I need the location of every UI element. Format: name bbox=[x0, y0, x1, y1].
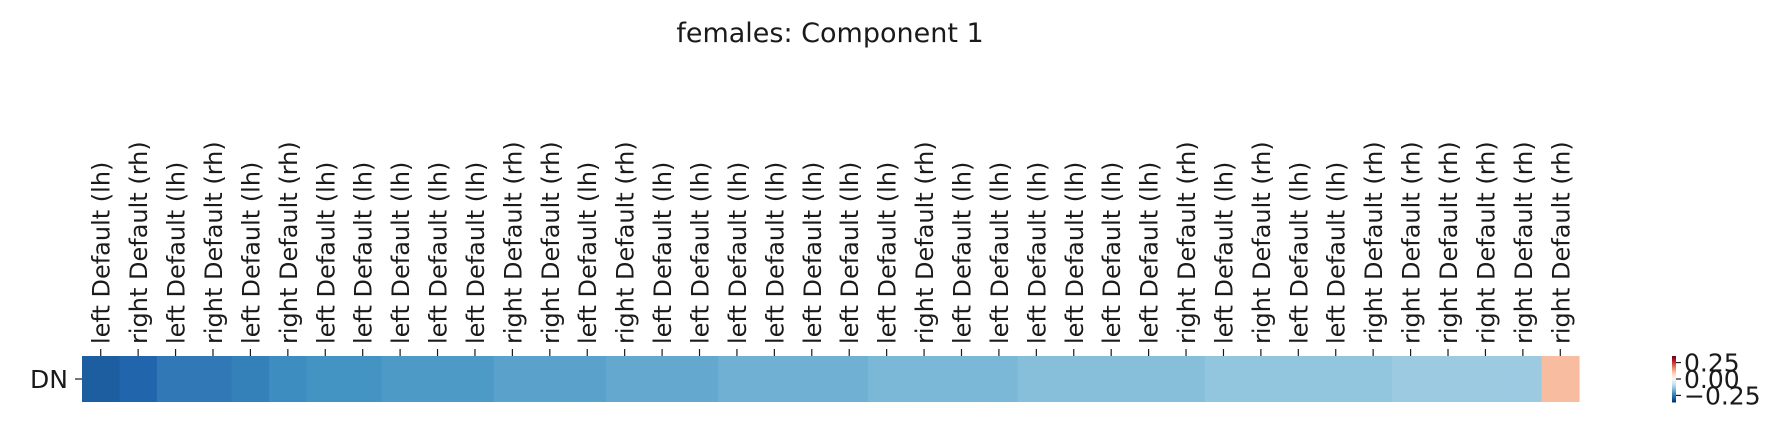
column-tick-label: right Default (rh) bbox=[1472, 141, 1500, 344]
heatmap-cell bbox=[1317, 356, 1356, 402]
column-tick-label: left Default (lh) bbox=[1285, 162, 1313, 344]
colorbar-tick-label: 0.00 bbox=[1684, 365, 1740, 394]
heatmap-cell bbox=[493, 356, 532, 402]
heatmap-cell bbox=[1242, 356, 1281, 402]
heatmap-cell bbox=[830, 356, 869, 402]
column-tick-label: left Default (lh) bbox=[1323, 162, 1351, 344]
column-tick-label: right Default (rh) bbox=[1173, 141, 1201, 344]
column-tick-label: left Default (lh) bbox=[237, 162, 265, 344]
column-tick-label: left Default (lh) bbox=[88, 162, 116, 344]
heatmap-cell bbox=[269, 356, 308, 402]
column-tick-label: left Default (lh) bbox=[724, 162, 752, 344]
heatmap-cell bbox=[568, 356, 607, 402]
column-tick-label: right Default (rh) bbox=[612, 141, 640, 344]
chart-title: females: Component 1 bbox=[676, 18, 983, 49]
heatmap-cell bbox=[381, 356, 420, 402]
column-tick-label: right Default (rh) bbox=[1547, 141, 1575, 344]
heatmap-cell bbox=[1466, 356, 1505, 402]
column-tick-label: left Default (lh) bbox=[874, 162, 902, 344]
heatmap-cell bbox=[1504, 356, 1543, 402]
column-tick-label: left Default (lh) bbox=[1210, 162, 1238, 344]
column-tick-label: left Default (lh) bbox=[425, 162, 453, 344]
heatmap-cell bbox=[119, 356, 158, 402]
column-tick-label: left Default (lh) bbox=[687, 162, 715, 344]
colorbar: 0.250.00−0.25 bbox=[1672, 349, 1761, 410]
heatmap-cell bbox=[306, 356, 345, 402]
heatmap-cell bbox=[1391, 356, 1430, 402]
heatmap-cell bbox=[605, 356, 644, 402]
heatmap-cell bbox=[231, 356, 270, 402]
heatmap-cell bbox=[1167, 356, 1206, 402]
heatmap-cell bbox=[643, 356, 682, 402]
heatmap-cell bbox=[343, 356, 382, 402]
column-tick-label: left Default (lh) bbox=[312, 162, 340, 344]
colorbar-tick-label: −0.25 bbox=[1684, 381, 1761, 410]
column-tick-label: right Default (rh) bbox=[537, 141, 565, 344]
colorbar-tick-label: 0.25 bbox=[1684, 349, 1740, 378]
column-tick-label: left Default (lh) bbox=[948, 162, 976, 344]
heatmap-cell bbox=[942, 356, 981, 402]
heatmap-cell bbox=[1204, 356, 1243, 402]
heatmap-cell bbox=[980, 356, 1019, 402]
column-tick-label: right Default (rh) bbox=[125, 141, 153, 344]
heatmap-cell bbox=[418, 356, 457, 402]
column-tick-label: left Default (lh) bbox=[1061, 162, 1089, 344]
column-tick-label: left Default (lh) bbox=[986, 162, 1014, 344]
heatmap-cell bbox=[755, 356, 794, 402]
column-tick-labels: left Default (lh) right Default (rh) left … bbox=[88, 141, 1575, 356]
heatmap-cell bbox=[793, 356, 832, 402]
column-tick-label: left Default (lh) bbox=[462, 162, 490, 344]
column-tick-label: left Default (lh) bbox=[836, 162, 864, 344]
heatmap-cell bbox=[82, 356, 121, 402]
column-tick-label: left Default (lh) bbox=[1136, 162, 1164, 344]
heatmap-cell bbox=[1092, 356, 1131, 402]
column-tick-label: left Default (lh) bbox=[799, 162, 827, 344]
column-tick-label: left Default (lh) bbox=[387, 162, 415, 344]
column-tick-label: right Default (rh) bbox=[1435, 141, 1463, 344]
column-tick-label: right Default (rh) bbox=[200, 141, 228, 344]
column-tick-label: left Default (lh) bbox=[649, 162, 677, 344]
column-tick-label: left Default (lh) bbox=[1023, 162, 1051, 344]
heatmap-cell bbox=[194, 356, 233, 402]
heatmap-cell bbox=[1354, 356, 1393, 402]
row-tick-labels: DN bbox=[30, 365, 82, 394]
heatmap-cell bbox=[718, 356, 757, 402]
heatmap-cell bbox=[680, 356, 719, 402]
column-tick-label: left Default (lh) bbox=[1098, 162, 1126, 344]
heatmap-cell bbox=[1055, 356, 1094, 402]
column-tick-label: left Default (lh) bbox=[350, 162, 378, 344]
column-tick-label: right Default (rh) bbox=[499, 141, 527, 344]
heatmap-cell bbox=[1541, 356, 1580, 402]
row-tick-label: DN bbox=[30, 365, 68, 394]
column-tick-label: right Default (rh) bbox=[1360, 141, 1388, 344]
column-tick-label: left Default (lh) bbox=[574, 162, 602, 344]
column-tick-label: right Default (rh) bbox=[1510, 141, 1538, 344]
column-tick-label: left Default (lh) bbox=[761, 162, 789, 344]
heatmap-cell bbox=[867, 356, 906, 402]
column-tick-label: right Default (rh) bbox=[911, 141, 939, 344]
column-tick-label: right Default (rh) bbox=[275, 141, 303, 344]
heatmap-cell bbox=[531, 356, 570, 402]
column-tick-label: right Default (rh) bbox=[1398, 141, 1426, 344]
column-tick-label: left Default (lh) bbox=[163, 162, 191, 344]
heatmap-cells bbox=[82, 356, 1580, 402]
heatmap-cell bbox=[1279, 356, 1318, 402]
column-tick-label: right Default (rh) bbox=[1248, 141, 1276, 344]
heatmap-cell bbox=[905, 356, 944, 402]
heatmap-cell bbox=[456, 356, 495, 402]
heatmap-cell bbox=[1017, 356, 1056, 402]
heatmap-cell bbox=[156, 356, 195, 402]
heatmap-cell bbox=[1429, 356, 1468, 402]
heatmap-cell bbox=[1129, 356, 1168, 402]
